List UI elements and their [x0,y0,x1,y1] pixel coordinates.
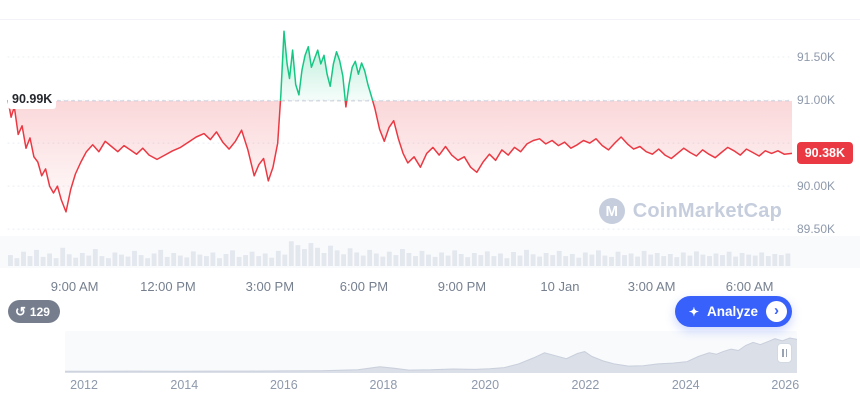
x-axis-label: 12:00 PM [140,279,196,294]
analyze-button[interactable]: ✦ Analyze › [674,296,792,327]
x-axis-label: 6:00 AM [725,279,774,294]
x-axis-label: 6:00 PM [339,279,389,294]
price-line-down [7,100,793,213]
history-count-badge[interactable]: ↺ 129 [8,300,60,323]
x-axis-label: 3:00 AM [627,279,676,294]
x-axis-label: 9:00 PM [437,279,487,294]
year-label: 2022 [571,378,600,392]
price-chart[interactable]: 91.50K 91.00K 90.00K 89.50K [0,0,860,272]
history-minimap[interactable] [65,331,797,373]
price-line-up [7,30,374,101]
x-axis-label: 9:00 AM [50,279,99,294]
year-label: 2012 [70,378,98,392]
x-axis-label: 3:00 PM [245,279,295,294]
reference-price-label: 90.99K [8,90,57,110]
coinmarketcap-logo-icon: M [598,198,625,224]
current-price-badge: 90.38K [796,141,853,164]
year-label: 2024 [671,378,700,392]
coinmarketcap-watermark: M CoinMarketCap [598,198,782,224]
area-fill-down [8,100,792,212]
y-axis-tick-label: 91.50K [797,50,835,64]
y-axis-tick-label: 90.00K [797,179,835,193]
watermark-text: CoinMarketCap [632,199,782,222]
sparkle-icon: ✦ [688,304,699,319]
chevron-right-icon: › [766,301,787,322]
year-label: 2020 [471,378,500,392]
y-axis-tick-label: 91.00K [797,93,835,107]
minimap-line [65,337,797,372]
analyze-label: Analyze [706,304,758,319]
year-label: 2026 [771,378,800,392]
year-label: 2014 [170,378,199,392]
year-label: 2018 [369,378,398,392]
volume-bars [8,241,791,266]
timeline-scrubber[interactable] [65,331,797,373]
history-icon: ↺ [15,304,26,319]
y-axis-tick-label: 89.50K [797,222,835,236]
minimap-area [65,338,797,373]
x-axis-label: 10 Jan [540,279,580,294]
history-count-label: 129 [29,304,50,319]
range-handle-icon[interactable] [777,343,792,363]
year-label: 2016 [269,378,298,392]
